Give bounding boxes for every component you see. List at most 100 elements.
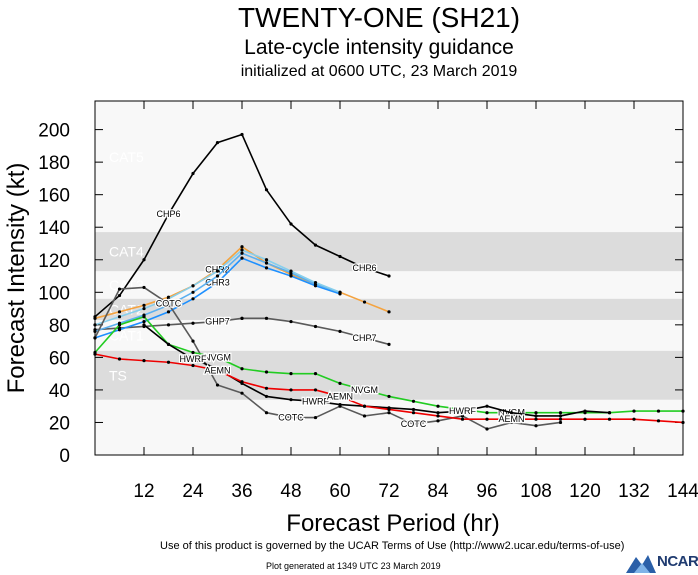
data-point <box>362 266 367 270</box>
data-point <box>215 319 220 324</box>
data-point <box>656 409 661 413</box>
data-point <box>215 269 220 273</box>
data-point <box>142 285 146 290</box>
data-point <box>485 411 489 415</box>
data-point <box>240 391 244 395</box>
x-tick-label: 120 <box>569 481 601 502</box>
y-tick-label: 0 <box>59 446 70 467</box>
data-point <box>362 336 367 340</box>
plot-background <box>95 101 683 455</box>
data-point <box>240 367 244 371</box>
data-point <box>387 342 391 346</box>
data-point <box>411 422 416 426</box>
data-point <box>117 315 122 319</box>
data-point <box>93 316 97 320</box>
series-line-cotc <box>94 286 561 430</box>
data-point <box>117 293 122 298</box>
data-point <box>142 323 146 327</box>
data-point <box>142 306 146 311</box>
series-label-cotc: COTC <box>401 419 427 429</box>
series-label-chr3: CHR3 <box>205 278 230 288</box>
x-tick-label: 108 <box>520 481 552 502</box>
data-point <box>411 411 416 415</box>
data-point <box>289 415 293 420</box>
data-point <box>534 414 538 418</box>
data-point <box>215 274 220 278</box>
data-point <box>191 350 195 355</box>
series-chp6: CHP6 CHP6 <box>93 132 391 319</box>
data-point <box>93 352 97 356</box>
data-point <box>117 357 122 361</box>
data-point <box>632 409 636 413</box>
data-point <box>264 258 269 262</box>
data-point <box>191 339 195 343</box>
data-point <box>411 407 416 412</box>
data-point <box>289 388 293 392</box>
series-label-aemn: AEMN <box>204 365 230 375</box>
data-point <box>240 256 244 260</box>
data-point <box>264 316 269 320</box>
data-point <box>313 372 318 376</box>
data-point <box>387 411 391 415</box>
x-tick-label: 96 <box>476 481 497 502</box>
data-point <box>534 424 538 428</box>
series-chr5 <box>93 248 342 327</box>
x-tick-label: 12 <box>133 481 154 502</box>
data-point <box>191 363 195 368</box>
series-label-hwrf: HWRF <box>302 396 329 406</box>
data-point <box>338 254 342 259</box>
data-point <box>264 188 269 192</box>
data-point <box>313 324 318 329</box>
data-point <box>436 414 440 418</box>
y-tick-label: 140 <box>38 218 70 239</box>
data-point <box>240 132 244 137</box>
data-point <box>117 287 122 291</box>
series-label-chp6: CHP6 <box>352 263 376 273</box>
chart-title: TWENTY-ONE (SH21) <box>237 2 521 33</box>
data-point <box>387 274 391 278</box>
data-point <box>215 280 220 285</box>
data-point <box>485 404 489 408</box>
data-point <box>313 280 318 285</box>
data-point <box>460 417 465 421</box>
series-label-aemn: AEMN <box>498 414 524 424</box>
data-point <box>142 303 146 307</box>
data-point <box>240 245 244 249</box>
data-point <box>436 404 440 408</box>
data-point <box>313 399 318 403</box>
data-point <box>191 297 195 301</box>
series-label-ghp7: GHP7 <box>205 317 230 327</box>
data-point <box>166 360 171 364</box>
data-point <box>460 409 465 413</box>
series-hwrf: HWRF HWRF HWRF <box>142 323 612 418</box>
data-point <box>142 258 146 262</box>
data-point <box>656 419 661 423</box>
data-point <box>166 302 171 306</box>
data-point <box>485 417 489 421</box>
data-point <box>117 323 122 327</box>
data-point <box>264 261 269 265</box>
series-aemn: AEMN AEMN AEMN <box>93 352 685 425</box>
data-point <box>289 398 293 402</box>
data-point <box>387 310 391 314</box>
data-point <box>142 359 146 363</box>
data-point <box>338 394 342 399</box>
data-point <box>362 300 367 304</box>
data-point <box>264 370 269 374</box>
data-point <box>264 411 269 415</box>
ncar-logo-text: NCAR <box>657 553 698 570</box>
data-point <box>411 399 416 403</box>
band-cat2 <box>95 298 683 320</box>
data-point <box>191 171 195 176</box>
data-point <box>460 414 465 418</box>
terms-of-use-note: Use of this product is governed by the U… <box>160 540 625 552</box>
series-cotc: COTC COTC COTC <box>93 285 563 431</box>
data-point <box>583 409 587 413</box>
y-tick-label: 160 <box>38 186 70 207</box>
series-label-hwrf: HWRF <box>449 406 476 416</box>
data-point <box>191 357 195 361</box>
series-label-hwrf: HWRF <box>180 354 207 364</box>
data-point <box>166 212 171 216</box>
data-point <box>240 251 244 255</box>
